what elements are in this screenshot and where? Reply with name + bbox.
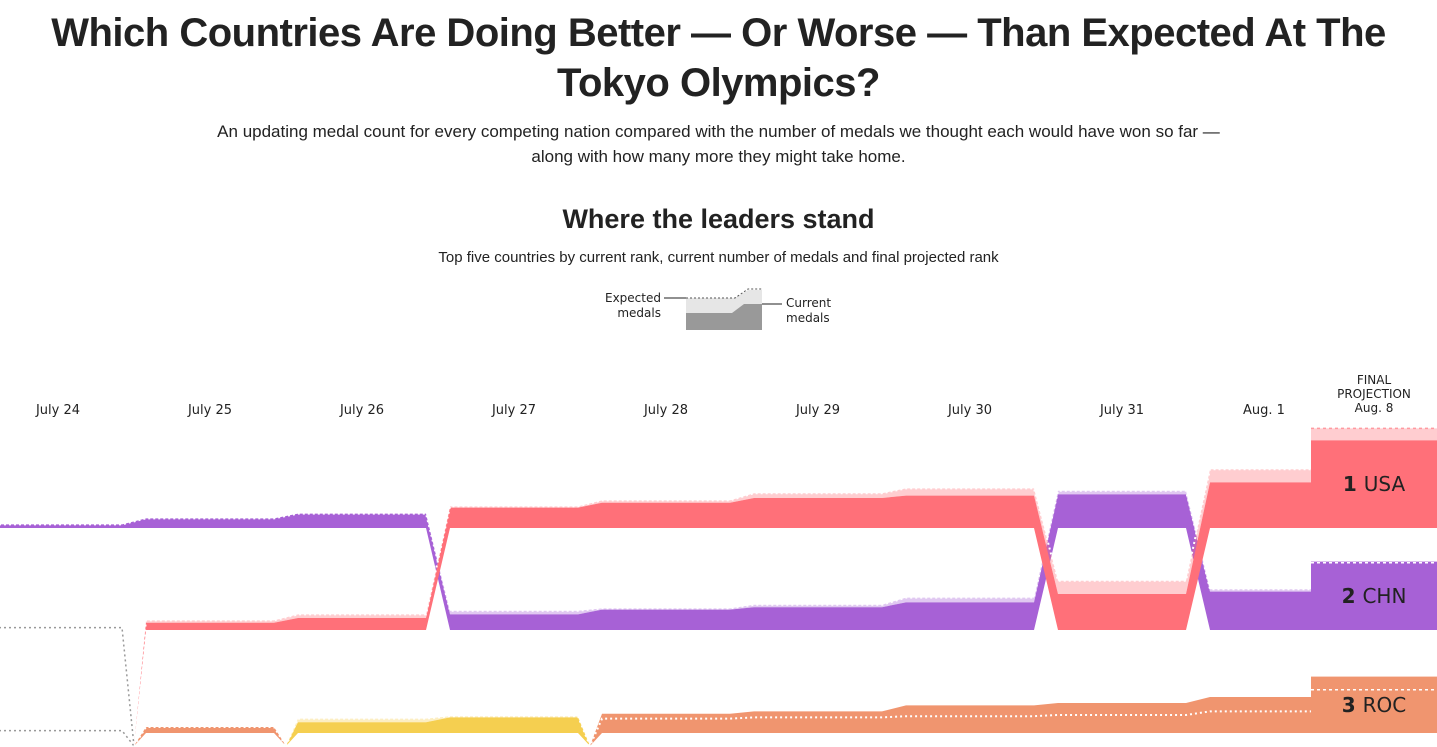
day-label: July 30 xyxy=(947,403,992,418)
day-label: Aug. 1 xyxy=(1243,403,1285,418)
final-current-ROC xyxy=(1311,676,1437,733)
final-rank-label-USA: 1 USA xyxy=(1343,472,1406,496)
day-label: July 29 xyxy=(795,403,840,418)
expected-gap-JPN xyxy=(286,716,590,746)
day-label: July 26 xyxy=(339,403,384,418)
series-areas xyxy=(0,468,1338,747)
day-label: July 25 xyxy=(187,403,232,418)
day-label: July 27 xyxy=(491,403,536,418)
x-axis-day-labels: July 24 July 25 July 26 July 27 July 28 July … xyxy=(35,403,1285,418)
expected-line-JPN xyxy=(285,715,591,747)
legend-current-area xyxy=(686,304,762,330)
current-area-ROC xyxy=(134,697,1338,746)
final-header: Aug. 8 xyxy=(1355,401,1394,415)
final-current-USA xyxy=(1311,440,1437,528)
page-title: Which Countries Are Doing Better — Or Wo… xyxy=(51,11,1386,105)
expected-line-other1 xyxy=(0,626,135,747)
page-subtitle: An updating medal count for every compet… xyxy=(217,122,1220,166)
day-label: July 28 xyxy=(643,403,688,418)
section-title: Where the leaders stand xyxy=(562,204,875,234)
legend-expected-line xyxy=(686,288,762,299)
final-header: PROJECTION xyxy=(1337,387,1411,401)
expected-line-other2 xyxy=(0,729,135,747)
final-header: FINAL xyxy=(1357,373,1392,387)
section-caption: Top five countries by current rank, curr… xyxy=(438,249,999,266)
final-rank-label-CHN: 2 CHN xyxy=(1342,584,1407,608)
current-area-JPN xyxy=(286,717,590,746)
final-rank-label-ROC: 3 ROC xyxy=(1342,693,1407,717)
legend-current-label: Current medals xyxy=(786,296,831,325)
legend-expected-label: Expected medals xyxy=(605,291,661,320)
expected-line-USA xyxy=(133,468,1338,747)
final-current-CHN xyxy=(1311,561,1437,630)
legend: Expected medals Current medals xyxy=(605,288,831,330)
day-label: July 24 xyxy=(35,403,80,418)
day-label: July 31 xyxy=(1099,403,1144,418)
current-area-USA xyxy=(134,482,1338,746)
